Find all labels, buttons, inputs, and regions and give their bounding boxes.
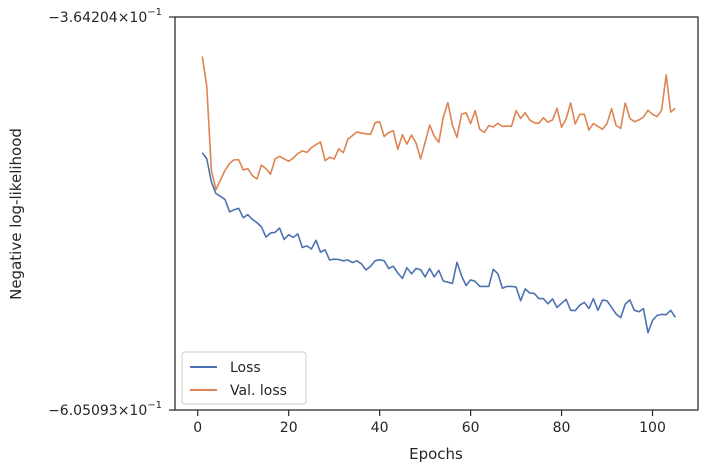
series-line-loss: [201, 152, 676, 334]
x-tick-label: 0: [193, 420, 202, 436]
x-tick-label: 80: [553, 420, 571, 436]
x-tick-label: 40: [371, 420, 389, 436]
legend-label-val-loss: Val. loss: [230, 383, 287, 399]
plot-area: [201, 56, 676, 334]
axes-frame: [174, 16, 699, 411]
y-axis-label: Negative log-likelihood: [7, 128, 25, 300]
x-axis-label: Epochs: [409, 445, 463, 463]
legend: Loss Val. loss: [181, 351, 307, 405]
y-tick-label-top: −3.64204×10−1: [48, 7, 162, 26]
series-line-val-loss: [201, 56, 676, 191]
x-tick-label: 100: [639, 420, 666, 436]
x-tick-label: 60: [462, 420, 480, 436]
legend-label-loss: Loss: [230, 360, 261, 376]
y-tick-label-bottom: −6.05093×10−1: [48, 400, 162, 419]
x-tick-label: 20: [280, 420, 298, 436]
ticks: 0 20 40 60 80 100: [169, 16, 666, 436]
